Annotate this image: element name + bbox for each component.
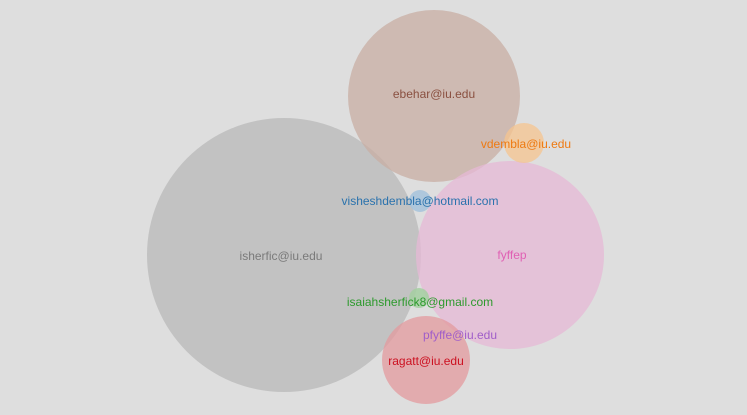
bubble-isherfic-iu-edu[interactable] xyxy=(147,118,421,392)
bubble-label-vdembla-iu-edu: vdembla@iu.edu xyxy=(481,137,571,151)
bubble-label-pfyffe-iu-edu: pfyffe@iu.edu xyxy=(423,328,497,342)
bubble-ebehar-iu-edu[interactable] xyxy=(348,10,520,182)
bubble-label-isaiahsherfick8-gmail-com: isaiahsherfick8@gmail.com xyxy=(347,295,493,309)
bubble-label-ragatt-iu-edu: ragatt@iu.edu xyxy=(388,354,464,368)
bubbles-layer xyxy=(147,10,604,404)
bubble-label-isherfic-iu-edu: isherfic@iu.edu xyxy=(240,249,323,263)
bubble-fyffep[interactable] xyxy=(416,161,604,349)
bubble-label-fyffep: fyffep xyxy=(497,248,526,262)
bubble-label-visheshdembla-hotmail-com: visheshdembla@hotmail.com xyxy=(342,194,499,208)
labels-layer: isherfic@iu.edu ebehar@iu.edu fyffep ragatt… xyxy=(240,87,572,368)
bubble-vdembla-iu-edu[interactable] xyxy=(504,123,544,163)
bubble-label-ebehar-iu-edu: ebehar@iu.edu xyxy=(393,87,475,101)
bubble-ragatt-iu-edu[interactable] xyxy=(382,316,470,404)
bubble-visheshdembla-hotmail-com[interactable] xyxy=(409,190,431,212)
bubble-isaiahsherfick8-gmail-com[interactable] xyxy=(409,288,429,308)
